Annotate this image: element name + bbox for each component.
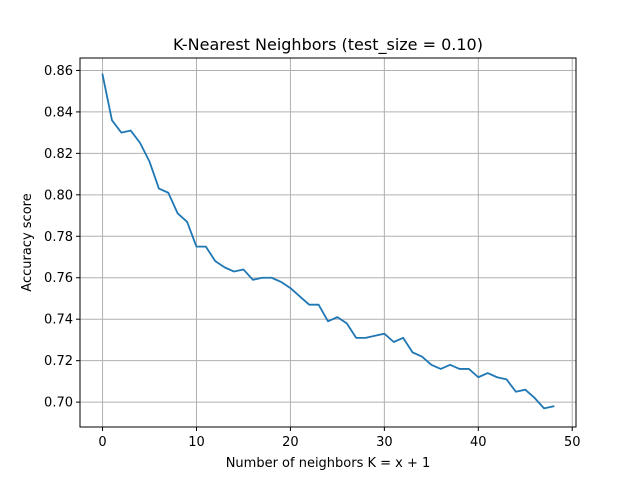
series-layer <box>101 73 555 410</box>
x-tick-label: 0 <box>98 435 106 450</box>
plot-area-frame <box>79 57 577 428</box>
series-line <box>101 73 555 410</box>
y-tick-label: 0.86 <box>44 64 73 79</box>
y-tick-label: 0.70 <box>44 396 73 411</box>
x-tick-label: 20 <box>282 435 299 450</box>
y-tick-label: 0.82 <box>44 147 73 162</box>
x-tick-label: 50 <box>564 435 581 450</box>
y-axis-label: Accuracy score <box>20 193 35 291</box>
x-tick-label: 10 <box>188 435 205 450</box>
x-tick-label: 40 <box>470 435 487 450</box>
x-axis-label: Number of neighbors K = x + 1 <box>226 456 431 471</box>
y-tick-label: 0.78 <box>44 230 73 245</box>
grid-layer <box>80 58 576 427</box>
y-tick-label: 0.80 <box>44 188 73 203</box>
x-tick-label: 30 <box>376 435 393 450</box>
chart-title: K-Nearest Neighbors (test_size = 0.10) <box>173 35 483 55</box>
y-tick-label: 0.72 <box>44 354 73 369</box>
y-tick-label: 0.84 <box>44 105 73 120</box>
tick-layer: 0 10 20 30 40 50 0.70 0.72 0.74 0.76 0.78 0.80 0.82 0… <box>44 64 580 450</box>
plot-area-background <box>80 58 576 427</box>
y-tick-label: 0.76 <box>44 271 73 286</box>
y-tick-label: 0.74 <box>44 313 73 328</box>
